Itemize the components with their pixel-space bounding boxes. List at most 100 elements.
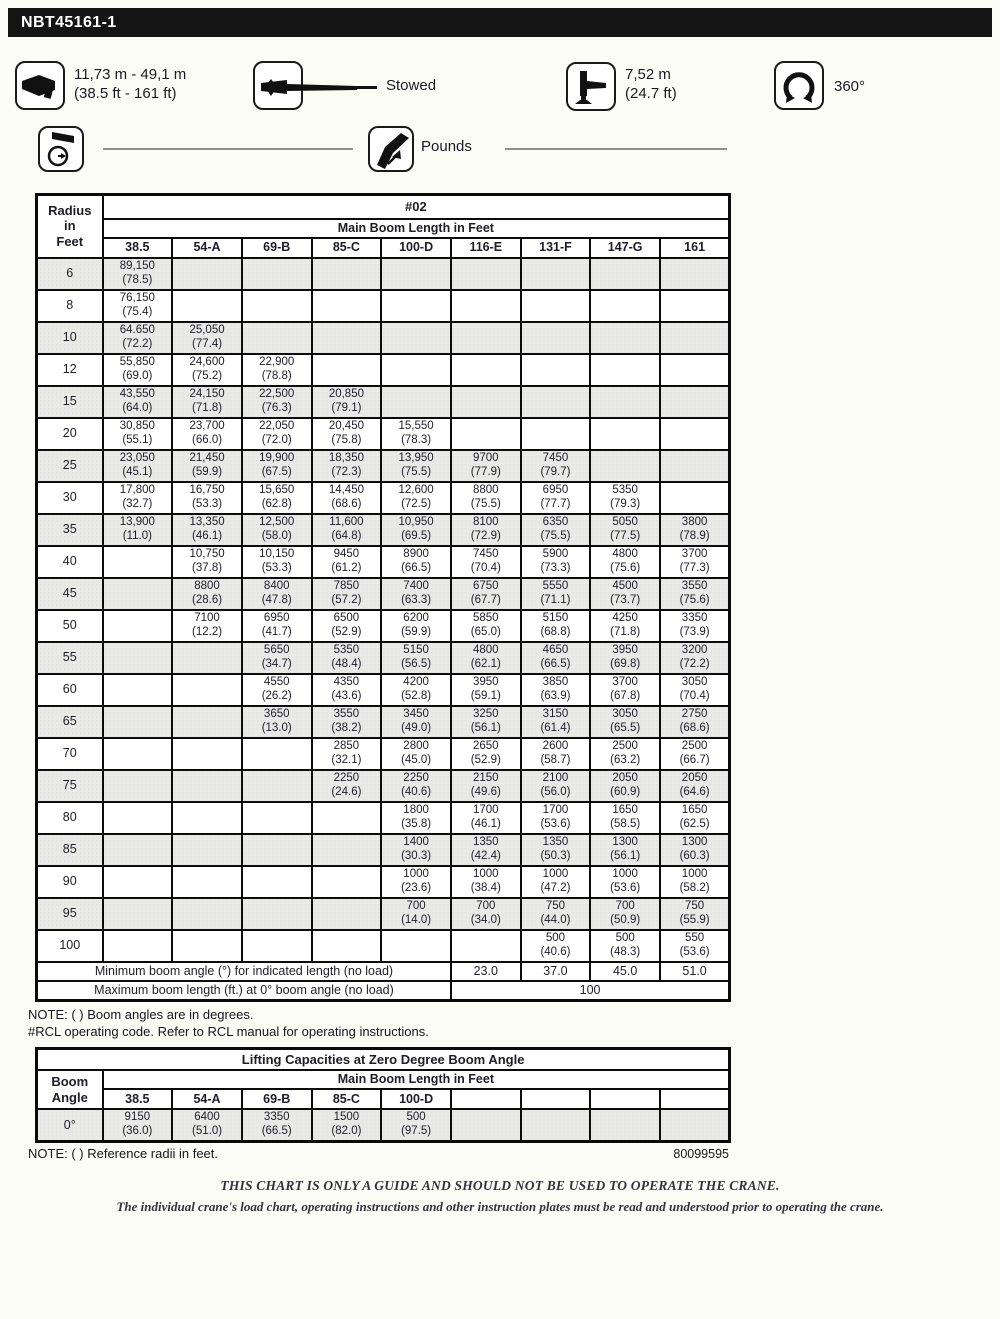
capacity-cell: 4800 (75.6)	[589, 544, 661, 579]
capacity-cell	[589, 288, 661, 323]
capacity-cell: 2650 (52.9)	[449, 736, 522, 771]
boom-angle-value: (62.8)	[261, 497, 292, 510]
guide-disclaimer: THIS CHART IS ONLY A GUIDE AND SHOULD NO…	[220, 1177, 780, 1193]
capacity-cell: 6350 (75.5)	[519, 512, 592, 547]
capacity-cell: 1000 (38.4)	[449, 864, 522, 899]
capacity-cell: 1300 (56.1)	[589, 832, 661, 867]
boom-angle-value: (58.2)	[679, 881, 710, 894]
capacity-cell: 3200 (72.2)	[659, 640, 731, 675]
boom-angle-value: (63.2)	[610, 753, 641, 766]
capacity-cell	[171, 288, 243, 323]
capacity-cell	[240, 256, 313, 291]
boom-angle-value: (59.1)	[470, 689, 501, 702]
capacity-value: 4550	[263, 675, 290, 688]
boom-angle-value: (64.6)	[679, 785, 710, 798]
column-header: 100-D	[380, 236, 452, 259]
capacity-cell: 6400 (51.0)	[171, 1108, 243, 1143]
main-table-notes: NOTE: ( ) Boom angles are in degrees. #R…	[28, 1006, 992, 1040]
zero-column-header	[449, 1088, 522, 1111]
capacity-value: 4250	[612, 611, 638, 624]
capacity-row: 55 5650 (34.7) 5350 (48.4) 5150 (56.5) 4800 (62.…	[35, 640, 731, 675]
capacity-cell: 4800 (62.1)	[449, 640, 522, 675]
capacity-value: 750	[545, 899, 566, 912]
jib-stowed-label: Stowed	[386, 77, 437, 94]
radius-cell: 25	[35, 448, 104, 483]
capacity-cell: 2800 (45.0)	[380, 736, 452, 771]
note-reference-radii: NOTE: ( ) Reference radii in feet.	[28, 1145, 219, 1161]
capacity-row: 95 700 (14.0) 700 (34.0) 750 (44.0) 700 (50.9) 75…	[35, 896, 731, 931]
boom-angle-value: (58.5)	[610, 817, 641, 830]
boom-angle-value: (64.0)	[122, 401, 153, 414]
capacity-cell: 700 (14.0)	[380, 896, 452, 931]
boom-angle-value: (75.5)	[470, 497, 501, 510]
boom-angle-value: (66.5)	[261, 1125, 292, 1138]
boom-angle-value: (61.4)	[540, 721, 571, 734]
capacity-value: 5150	[542, 611, 569, 624]
boom-angle-value: (24.6)	[331, 785, 362, 798]
radius-corner-header: Radius in Feet	[35, 193, 104, 259]
capacity-cell	[659, 416, 731, 451]
capacity-value: 2050	[612, 771, 638, 784]
zero-column-header	[659, 1088, 731, 1111]
zero-boom-length-header: Main Boom Length in Feet	[101, 1069, 731, 1091]
capacity-cell	[519, 384, 592, 419]
boom-angle-value: (65.5)	[610, 721, 641, 734]
boom-angle-value: (46.1)	[192, 529, 223, 542]
capacity-cell: 17,800 (32.7)	[101, 480, 174, 515]
capacity-cell: 2500 (63.2)	[589, 736, 661, 771]
capacity-value: 3200	[681, 643, 708, 656]
capacity-cell	[240, 288, 313, 323]
boom-angle-value: (53.6)	[679, 945, 710, 958]
capacity-cell: 15,650 (62.8)	[240, 480, 313, 515]
capacity-row: 45 8800 (28.6) 8400 (47.8) 7850 (57.2) 7400 (63.…	[35, 576, 731, 611]
capacity-cell: 5900 (73.3)	[519, 544, 592, 579]
capacity-value: 750	[685, 899, 705, 912]
capacity-cell: 3800 (78.9)	[659, 512, 731, 547]
capacity-value: 7400	[403, 579, 429, 592]
capacity-cell: 4350 (43.6)	[310, 672, 383, 707]
divider-line-right	[505, 148, 727, 150]
boom-angle-value: (68.8)	[540, 625, 571, 638]
capacity-value: 3650	[263, 707, 290, 720]
capacity-cell: 3250 (56.1)	[449, 704, 522, 739]
boom-angle-value: (62.1)	[470, 657, 501, 670]
boom-angle-value: (32.7)	[122, 497, 153, 510]
capacity-row: 50 7100 (12.2) 6950 (41.7) 6500 (52.9) 6200 (59.…	[35, 608, 731, 643]
boom-angle-value: (41.7)	[261, 625, 292, 638]
capacity-cell: 1000 (23.6)	[380, 864, 452, 899]
capacity-cell: 13,900 (11.0)	[101, 512, 174, 547]
capacity-cell: 4200 (52.8)	[380, 672, 452, 707]
jib-stowed-icon	[253, 61, 377, 110]
capacity-cell	[101, 736, 174, 771]
capacity-cell	[240, 896, 313, 931]
boom-angle-value: (63.9)	[540, 689, 571, 702]
capacity-cell: 3650 (13.0)	[240, 704, 313, 739]
capacity-cell	[310, 800, 383, 835]
capacity-value: 20,850	[328, 387, 364, 400]
capacity-cell	[659, 384, 731, 419]
capacity-cell: 1000 (47.2)	[519, 864, 592, 899]
capacity-cell	[171, 736, 243, 771]
capacity-value: 2250	[333, 771, 360, 784]
boom-angle-value: (72.0)	[261, 433, 292, 446]
radius-cell: 20	[35, 416, 104, 451]
boom-angle-value: (66.0)	[192, 433, 223, 446]
radius-cell: 45	[35, 576, 104, 611]
boom-angle-value: (75.5)	[540, 529, 571, 542]
capacity-value: 10,150	[259, 547, 295, 560]
capacity-cell: 700 (50.9)	[589, 896, 661, 931]
boom-angle-value: (79.7)	[540, 465, 571, 478]
capacity-cell: 3850 (63.9)	[519, 672, 592, 707]
capacity-cell: 3550 (75.6)	[659, 576, 731, 611]
capacity-cell: 55,850 (69.0)	[101, 352, 174, 387]
swing-glyph	[783, 71, 815, 103]
capacity-cell	[380, 384, 452, 419]
capacity-cell: 6950 (77.7)	[519, 480, 592, 515]
max-boom-length-value: 100	[449, 979, 731, 1001]
capacity-value: 5650	[263, 643, 290, 656]
jib-stowed-glyph	[261, 79, 377, 96]
capacity-cell: 1350 (42.4)	[449, 832, 522, 867]
capacity-value: 11,600	[329, 515, 364, 528]
capacity-cell: 76,150 (75.4)	[101, 288, 174, 323]
capacity-cell: 8800 (28.6)	[171, 576, 243, 611]
